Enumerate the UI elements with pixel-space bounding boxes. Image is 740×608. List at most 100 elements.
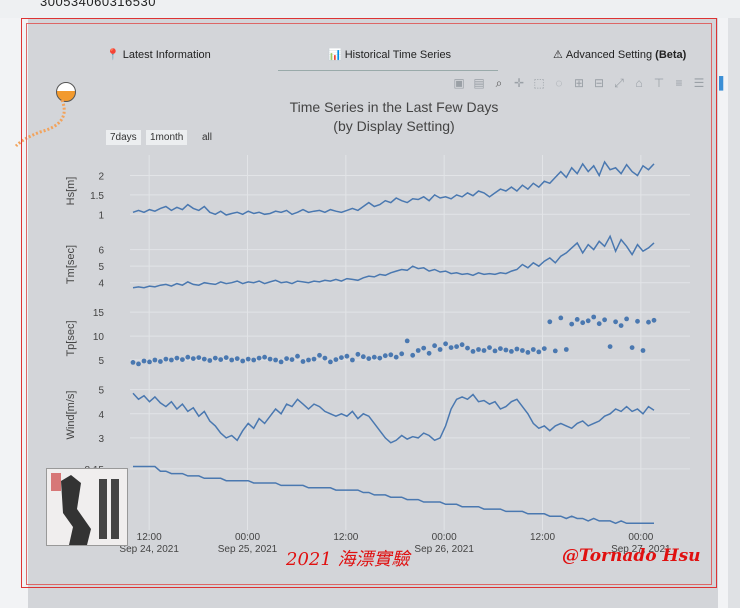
box-select-icon[interactable]: ⬚ [533,76,545,90]
series-point [481,348,487,353]
series-point [366,356,372,361]
series-point [552,348,558,354]
series-point [635,318,640,324]
series-point [240,358,246,364]
tab-advanced-label: Advanced Setting [565,49,653,61]
y-tick-label: 1 [98,210,104,221]
warning-icon: ⚠ [553,49,563,61]
y-axis-label: Wind[m/s] [65,391,77,440]
save-icon[interactable]: ▤ [473,76,485,90]
series-point [180,357,185,362]
series-point [360,354,366,360]
camera-icon[interactable]: ▣ [453,76,465,90]
lasso-icon[interactable]: ◌ [555,76,563,90]
home-icon[interactable]: ⌂ [635,76,643,90]
range-1month-button[interactable]: 1month [146,130,188,145]
x-tick-label: 00:00 [235,532,260,543]
y-tick-label: 6 [98,246,104,257]
series-point [492,348,498,354]
series-point [273,357,278,363]
series-point [234,356,240,361]
series-point [344,353,350,359]
tab-advanced-setting[interactable]: ⚠ Advanced Setting (Beta) [553,48,686,61]
chart-title-line1: Time Series in the Last Few Days [290,99,499,115]
right-signature: @Tornado Hsu [562,546,701,566]
hover-closest-icon[interactable]: ≡ [675,76,683,90]
y-tick-label: 4 [98,279,104,290]
series-point [169,357,174,363]
series-line [132,392,655,444]
series-point [223,355,229,360]
zoom-out-icon[interactable]: ⊟ [593,76,605,90]
spike-lines-icon[interactable]: ⊤ [653,76,665,90]
series-point [212,355,218,361]
x-tick-date-label: Sep 26, 2021 [414,544,474,555]
zoom-icon[interactable]: ⌕ [495,76,503,90]
series-point [651,317,657,323]
series-point [426,350,432,356]
x-tick-label: 12:00 [137,532,162,543]
x-tick-label: 00:00 [432,532,457,543]
series-point [536,349,542,355]
series-point [558,315,564,321]
left-signature: 2021 海漂實驗 [286,549,410,570]
series-point [514,346,520,352]
series-point [421,345,427,351]
series-point [569,321,575,327]
zoom-in-icon[interactable]: ⊞ [573,76,585,90]
series-point [245,356,251,362]
series-point [371,354,377,360]
plotly-logo-icon[interactable]: ▐ [714,76,724,90]
series-point [218,357,224,362]
x-tick-date-label: Sep 25, 2021 [218,544,278,555]
series-point [185,354,191,360]
series-point [355,351,361,357]
series-point [646,319,651,325]
series-point [580,320,586,326]
series-point [322,355,328,361]
series-point [624,316,629,322]
y-tick-label: 1.5 [90,191,104,202]
series-point [207,358,213,363]
scrollbar[interactable] [728,18,740,608]
autoscale-icon[interactable]: ⤢ [614,76,624,90]
series-point [382,353,388,359]
series-point [174,355,180,361]
series-point [640,348,646,353]
series-point [339,355,344,360]
y-tick-label: 5 [98,386,104,397]
series-point [152,357,158,363]
series-point [147,359,152,365]
series-point [596,321,602,327]
series-point [393,354,399,360]
pin-icon: 📍 [106,49,120,61]
top-bar: 300534060316530 [0,0,740,18]
y-tick-label: 3 [98,434,104,445]
series-point [602,317,607,323]
pan-icon[interactable]: ✛ [513,76,525,90]
series-point [563,347,569,352]
series-point [289,357,295,362]
tab-historical-time-series[interactable]: 📊 Historical Time Series [328,48,451,61]
series-point [541,346,547,351]
tab-historical-label: Historical Time Series [344,49,452,61]
tab-latest-information[interactable]: 📍 Latest Information [106,48,211,61]
series-point [388,352,394,358]
x-tick-date-label: Sep 27, 2021 [611,544,671,555]
series-point [509,349,514,354]
series-point [278,359,284,365]
series-point [498,346,503,351]
series-point [443,341,448,347]
active-tab-underline [278,70,498,71]
hover-compare-icon[interactable]: ☰ [693,76,705,90]
range-7days-button[interactable]: 7days [106,130,141,145]
tab-latest-label: Latest Information [122,49,211,61]
x-tick-label: 12:00 [333,532,358,543]
chart-panel [28,18,718,608]
series-point [262,354,267,360]
series-point [459,342,465,348]
series-point [267,356,273,362]
range-all-button[interactable]: all [202,132,213,143]
